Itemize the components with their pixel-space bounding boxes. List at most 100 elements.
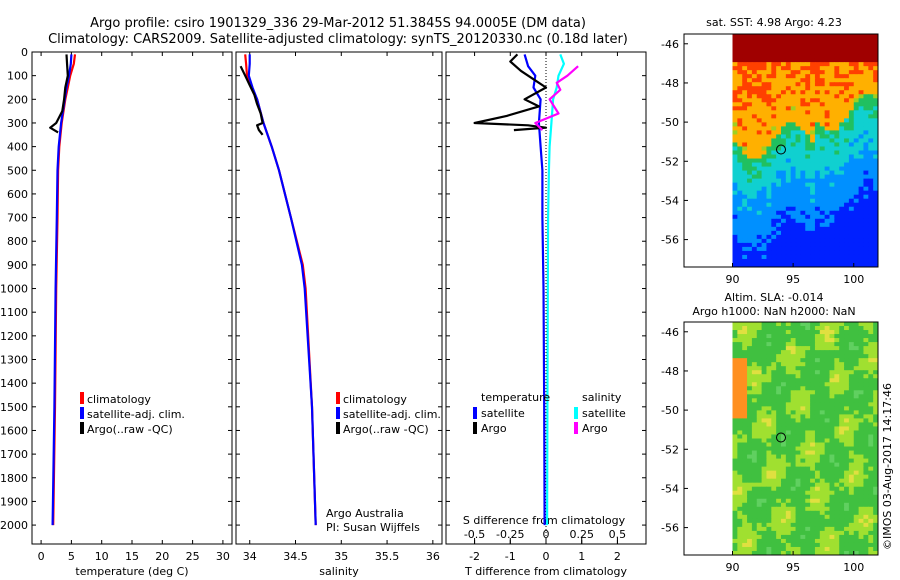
x-tick-label: -1 (505, 550, 516, 563)
legend-label: satellite-adj. clim. (87, 408, 185, 421)
y-tick-label: 2000 (0, 519, 28, 532)
legend-label: satellite-adj. clim. (343, 408, 441, 421)
map-y-tick-label: -56 (661, 522, 679, 535)
y-tick-label: 1000 (0, 283, 28, 296)
y-tick-label: 800 (7, 235, 28, 248)
legend-header-salinity: salinity (582, 391, 622, 404)
y-tick-label: 1600 (0, 424, 28, 437)
legend-label: satellite (582, 407, 626, 420)
y-tick-label: 1500 (0, 401, 28, 414)
y-tick-label: 300 (7, 117, 28, 130)
y-tick-label: 1900 (0, 495, 28, 508)
series-line-satellite (545, 54, 566, 526)
map-x-tick-label: 95 (786, 561, 800, 574)
x-top-tick-label: 0.5 (609, 528, 627, 541)
salinity-panel: 34 34.5 35 35.5 36 salinity climatology satelli… (235, 51, 443, 578)
legend-swatch (336, 422, 340, 434)
x-tick-label: 25 (186, 550, 200, 563)
map-y-tick-label: -52 (661, 155, 679, 168)
y-tick-label: 200 (7, 93, 28, 106)
temperature-panel: 0 100 200 300 400 500 600 700 800 900 1000 1100 1200… (0, 46, 233, 578)
sla-map-panel: 90 95 100 -46 -48 -50 -52 -54 -56 (661, 321, 879, 574)
x-tick-label: 15 (125, 550, 139, 563)
legend-swatch (473, 407, 477, 419)
legend-swatch (336, 392, 340, 404)
argo-location-marker (776, 144, 786, 155)
series-line-argo (473, 53, 548, 132)
y-tick-label: 1200 (0, 330, 28, 343)
y-tick-label: 1800 (0, 472, 28, 485)
legend-swatch (80, 392, 84, 404)
legend-swatch (336, 407, 340, 419)
y-tick-label: 900 (7, 259, 28, 272)
series-line-satellite-adj--clim- (247, 54, 317, 526)
x-axis-label: T difference from climatology (464, 565, 627, 578)
y-tick-label: 0 (21, 46, 28, 59)
x-tick-label: 35 (334, 550, 348, 563)
sst-map-panel: 90 95 100 -46 -48 -50 -52 -54 -56 (661, 33, 879, 286)
argo-location-marker (776, 432, 786, 443)
figure-title-line1: Argo profile: csiro 1901329_336 29-Mar-2… (90, 16, 586, 31)
y-tick-label: 400 (7, 141, 28, 154)
x-tick-label: 20 (155, 550, 169, 563)
series-line-satellite-adj--clim- (51, 54, 73, 526)
legend-label: climatology (87, 393, 151, 406)
map-frame (683, 321, 879, 556)
map2-title-line2: Argo h1000: NaN h2000: NaN (692, 305, 855, 318)
heatmap-cells (732, 34, 879, 268)
map-y-tick-label: -54 (661, 194, 679, 207)
legend-label: Argo (481, 422, 507, 435)
legend-swatch (80, 422, 84, 434)
legend-swatch (574, 422, 578, 434)
legend-label: Argo(..raw -QC) (343, 423, 429, 436)
x-top-tick-label: -0.5 (464, 528, 485, 541)
imos-stamp: ©IMOS 03-Aug-2017 14:17:46 (881, 383, 894, 550)
legend-swatch (80, 407, 84, 419)
legend-swatch (473, 422, 477, 434)
plot-frame (31, 51, 233, 545)
map-y-tick-label: -50 (661, 116, 679, 129)
map-y-tick-label: -46 (661, 326, 679, 339)
map-x-tick-label: 90 (726, 561, 740, 574)
series-line-argo (534, 65, 579, 131)
map-x-tick-label: 100 (843, 273, 864, 286)
map-y-tick-label: -52 (661, 443, 679, 456)
x-axis-label: salinity (319, 565, 359, 578)
x-tick-label: 35.5 (375, 550, 400, 563)
series-line-argo---raw--qc- (239, 65, 264, 136)
map-frame (683, 33, 879, 268)
legend-header-temperature: temperature (481, 391, 550, 404)
annotation-text: PI: Susan Wijffels (326, 521, 420, 534)
y-tick-label: 600 (7, 188, 28, 201)
x-tick-label: 30 (216, 550, 230, 563)
y-tick-label: 100 (7, 70, 28, 83)
x-tick-label: 5 (68, 550, 75, 563)
x-tick-label: 2 (614, 550, 621, 563)
series-line-satellite (523, 54, 546, 526)
plot-frame (235, 51, 443, 545)
x-top-tick-label: 0 (543, 528, 550, 541)
legend-label: climatology (343, 393, 407, 406)
map-y-tick-label: -50 (661, 404, 679, 417)
legend-label: Argo(..raw -QC) (87, 423, 173, 436)
x-tick-label: 34.5 (283, 550, 308, 563)
map-y-tick-label: -46 (661, 38, 679, 51)
map-x-tick-label: 100 (843, 561, 864, 574)
x-top-tick-label: -0.25 (496, 528, 524, 541)
y-tick-label: 1300 (0, 354, 28, 367)
y-tick-label: 700 (7, 212, 28, 225)
x-tick-label: -2 (469, 550, 480, 563)
y-tick-label: 1700 (0, 448, 28, 461)
annotation-text: Argo Australia (326, 507, 404, 520)
legend-swatch (574, 407, 578, 419)
y-tick-label: 1100 (0, 306, 28, 319)
difference-panel: -2 -1 0 1 2 T difference from climatology -0.5… (445, 51, 647, 578)
y-tick-label: 500 (7, 164, 28, 177)
map-x-tick-label: 95 (786, 273, 800, 286)
map-y-tick-label: -48 (661, 77, 679, 90)
map2-title-line1: Altim. SLA: -0.014 (724, 291, 823, 304)
figure-title-line2: Climatology: CARS2009. Satellite-adjuste… (48, 32, 628, 47)
map-y-tick-label: -48 (661, 365, 679, 378)
legend-label: satellite (481, 407, 525, 420)
